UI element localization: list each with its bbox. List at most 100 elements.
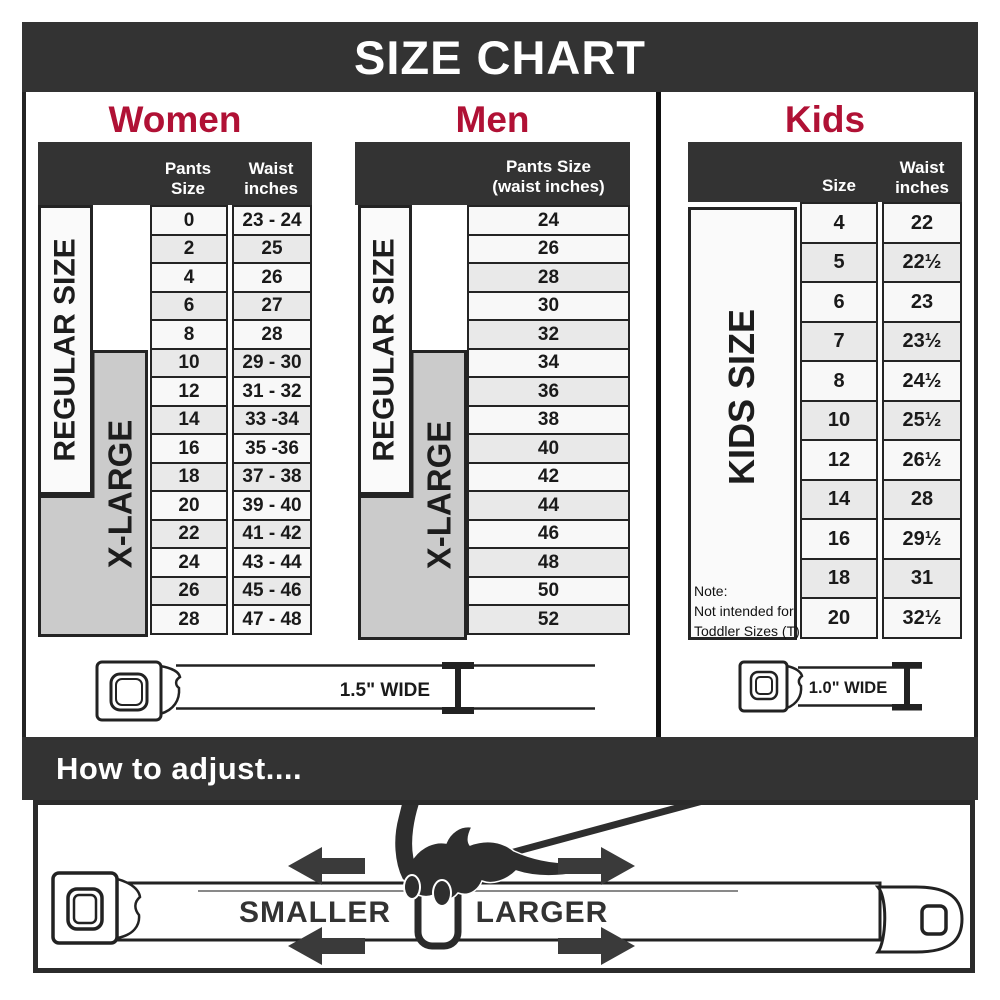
table-cell: 25½ xyxy=(882,399,962,442)
page-title: SIZE CHART xyxy=(354,30,646,84)
table-cell: 14 xyxy=(800,478,878,521)
table-cell: 18 xyxy=(800,557,878,600)
size-tables-panel xyxy=(22,92,978,737)
table-row: 52 xyxy=(467,604,630,635)
table-cell: 40 xyxy=(467,433,630,464)
smaller-label: SMALLER xyxy=(239,896,391,929)
table-row: 2 25 xyxy=(150,233,312,265)
table-row: 40 xyxy=(467,433,630,464)
table-cell: 16 xyxy=(800,518,878,560)
table-cell: 28 xyxy=(232,319,312,350)
table-cell: 36 xyxy=(467,376,630,407)
table-cell: 43 - 44 xyxy=(232,547,312,578)
women-col2-header: Waist inches xyxy=(244,158,298,198)
table-cell: 35 -36 xyxy=(232,433,312,464)
kids-size-label: KIDS SIZE xyxy=(721,308,763,486)
table-row: 4 22 xyxy=(800,202,962,244)
table-cell: 31 - 32 xyxy=(232,376,312,407)
arrow-left-icon xyxy=(288,927,365,965)
adult-belt-width-label: 1.5" WIDE xyxy=(340,680,430,701)
belt-illustration-kids: 1.0" WIDE xyxy=(738,660,922,713)
table-cell: 24 xyxy=(467,205,630,236)
men-col-header: Pants Size (waist inches) xyxy=(492,156,605,196)
table-cell: 46 xyxy=(467,518,630,550)
table-cell: 22½ xyxy=(882,241,962,284)
table-row: 34 xyxy=(467,347,630,379)
table-cell: 52 xyxy=(467,604,630,635)
table-cell: 29 - 30 xyxy=(232,347,312,379)
table-row: 22 41 - 42 xyxy=(150,518,312,550)
table-cell: 26½ xyxy=(882,439,962,481)
table-cell: 50 xyxy=(467,575,630,607)
table-cell: 47 - 48 xyxy=(232,604,312,635)
panel-divider xyxy=(656,92,661,737)
table-row: 5 22½ xyxy=(800,241,962,284)
table-row: 28 47 - 48 xyxy=(150,604,312,635)
table-cell: 28 xyxy=(467,262,630,293)
table-row: 42 xyxy=(467,461,630,493)
table-row: 32 xyxy=(467,319,630,350)
table-row: 8 28 xyxy=(150,319,312,350)
table-cell: 10 xyxy=(800,399,878,442)
table-row: 28 xyxy=(467,262,630,293)
table-cell: 44 xyxy=(467,490,630,521)
direction-arrows xyxy=(288,847,635,965)
table-cell: 22 xyxy=(150,518,228,550)
table-cell: 28 xyxy=(882,478,962,521)
kids-table-header: Size Waist inches xyxy=(688,142,962,202)
table-row: 24 43 - 44 xyxy=(150,547,312,578)
kids-title: Kids xyxy=(784,99,866,140)
table-row: 6 23 xyxy=(800,281,962,323)
table-cell: 6 xyxy=(800,281,878,323)
table-cell: 12 xyxy=(150,376,228,407)
table-cell: 7 xyxy=(800,320,878,363)
table-cell: 42 xyxy=(467,461,630,493)
women-col1-header: Pants Size xyxy=(164,158,212,198)
table-cell: 18 xyxy=(150,461,228,493)
table-row: 12 31 - 32 xyxy=(150,376,312,407)
table-cell: 32½ xyxy=(882,597,962,639)
adjust-panel: SMALLER LARGER xyxy=(33,800,975,973)
table-row: 8 24½ xyxy=(800,360,962,402)
table-cell: 23 xyxy=(882,281,962,323)
table-cell: 14 xyxy=(150,404,228,436)
table-row: 30 xyxy=(467,290,630,322)
table-cell: 34 xyxy=(467,347,630,379)
table-cell: 38 xyxy=(467,404,630,436)
women-xlarge-shape xyxy=(38,350,148,637)
table-cell: 27 xyxy=(232,290,312,322)
table-cell: 28 xyxy=(150,604,228,635)
kids-size-box xyxy=(688,207,797,640)
table-cell: 45 - 46 xyxy=(232,575,312,607)
table-cell: 16 xyxy=(150,433,228,464)
kids-size-table: 4 22 5 22½ 6 23 7 23½ 8 24½ 10 25½ 12 26½ 14 28 16 29½ 18 3… xyxy=(800,202,962,639)
belt-illustration-adult: 1.5" WIDE xyxy=(95,660,595,722)
table-cell: 4 xyxy=(800,202,878,244)
men-xlarge-label: X-LARGE xyxy=(420,420,458,570)
table-cell: 26 xyxy=(150,575,228,607)
table-cell: 4 xyxy=(150,262,228,293)
table-row: 26 45 - 46 xyxy=(150,575,312,607)
table-row: 12 26½ xyxy=(800,439,962,481)
women-regular-box xyxy=(38,205,93,495)
hand-illustration xyxy=(393,805,580,901)
men-table-header: Pants Size (waist inches) xyxy=(355,142,630,205)
men-size-table: 24 26 28 30 32 34 36 38 40 42 44 46 48 50 52 xyxy=(467,205,630,635)
table-cell: 30 xyxy=(467,290,630,322)
men-title: Men xyxy=(455,99,530,140)
table-cell: 20 xyxy=(800,597,878,639)
table-row: 38 xyxy=(467,404,630,436)
arrow-right-icon xyxy=(558,927,635,965)
table-row: 14 33 -34 xyxy=(150,404,312,436)
women-xlarge-label: X-LARGE xyxy=(101,419,139,568)
belt-tip xyxy=(874,885,964,954)
men-regular-label: REGULAR SIZE xyxy=(368,238,402,462)
women-table-header: Pants Size Waist inches xyxy=(38,142,312,205)
table-cell: 32 xyxy=(467,319,630,350)
table-cell: 10 xyxy=(150,347,228,379)
table-row: 10 25½ xyxy=(800,399,962,442)
table-cell: 24 xyxy=(150,547,228,578)
table-cell: 31 xyxy=(882,557,962,600)
arrow-left-icon xyxy=(288,847,365,885)
women-size-table: 0 23 - 24 2 25 4 26 6 27 8 28 10 29 - 30 12 31 - 32 14… xyxy=(150,205,312,635)
